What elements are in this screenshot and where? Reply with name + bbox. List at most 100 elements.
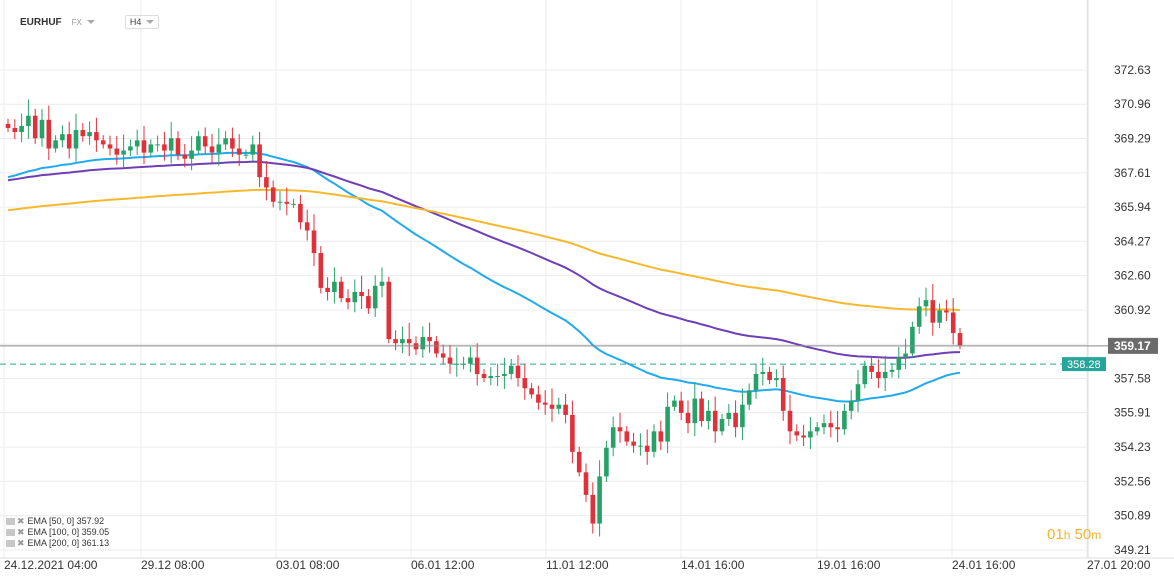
candle (196, 131, 201, 155)
candle (760, 357, 766, 386)
candle (570, 400, 575, 464)
candle (556, 397, 562, 415)
candle (311, 214, 317, 266)
candle (590, 482, 596, 534)
chart-toolbar: EURHUF FX H4 (20, 12, 160, 32)
candle (862, 360, 868, 389)
candle (767, 366, 772, 385)
candle (597, 460, 602, 537)
settings-icon[interactable] (6, 540, 15, 547)
y-tick-label: 357.58 (1114, 371, 1151, 385)
candle (930, 283, 936, 336)
candle (406, 322, 412, 357)
candle (563, 394, 568, 424)
candle (107, 135, 113, 156)
candle (910, 321, 915, 358)
candle (794, 424, 800, 442)
candle (53, 135, 58, 153)
candle (94, 117, 99, 152)
candle (719, 413, 725, 436)
legend-label: EMA [100, 0] 359.05 (27, 527, 110, 537)
candle (19, 113, 24, 143)
close-icon[interactable]: ✖ (17, 538, 25, 548)
x-tick-label: 19.01 16:00 (817, 558, 881, 572)
candle (937, 303, 942, 329)
candle (345, 289, 351, 310)
candle (481, 368, 487, 383)
candle (121, 134, 126, 168)
candle (100, 135, 106, 149)
candle (821, 414, 827, 435)
candle (325, 277, 330, 301)
legend-item-ema200[interactable]: ✖ EMA [200, 0] 361.13 (6, 538, 109, 549)
y-tick-label: 370.96 (1114, 97, 1151, 111)
candle (32, 108, 38, 144)
timeframe-select[interactable]: H4 (124, 15, 160, 29)
candle (950, 298, 956, 345)
candle (624, 426, 630, 446)
candle (223, 131, 228, 150)
last-price-label: 359.17 (1108, 337, 1158, 354)
market-label: FX (71, 17, 82, 27)
candle (651, 424, 657, 458)
candle (896, 346, 902, 379)
gridlines (0, 0, 1088, 558)
candle (461, 356, 466, 370)
price-lines (0, 345, 1108, 365)
candle (304, 209, 310, 241)
candle (644, 429, 650, 465)
close-icon[interactable]: ✖ (17, 527, 25, 537)
y-tick-label: 355.91 (1114, 406, 1151, 420)
candle (352, 279, 358, 313)
candle (814, 422, 820, 436)
y-tick-label: 352.56 (1114, 474, 1151, 488)
candle (175, 131, 181, 161)
candle (889, 362, 895, 378)
symbol-dropdown-icon[interactable] (86, 20, 95, 24)
candle (454, 347, 460, 377)
settings-icon[interactable] (6, 518, 15, 525)
y-tick-label: 360.92 (1114, 303, 1151, 317)
ema50-line (7, 151, 961, 403)
candle (876, 359, 881, 389)
candle (440, 344, 446, 365)
candle (73, 113, 79, 162)
candle (12, 119, 18, 140)
candle (787, 394, 793, 445)
candle (148, 139, 154, 157)
legend-item-ema100[interactable]: ✖ EMA [100, 0] 359.05 (6, 527, 109, 538)
candle (944, 299, 949, 321)
y-tick-label: 349.21 (1114, 543, 1151, 557)
candle (236, 134, 242, 167)
x-tick-label: 11.01 12:00 (546, 558, 609, 572)
candle (488, 367, 494, 386)
candle (576, 446, 582, 477)
settings-icon[interactable] (6, 529, 15, 536)
y-tick-label: 362.60 (1114, 269, 1151, 283)
candle (168, 122, 174, 164)
y-axis-ticks: 372.63 370.96 369.29 367.61 365.94 364.27 362.… (1114, 63, 1151, 557)
candle (522, 363, 528, 400)
y-tick-label: 364.27 (1114, 234, 1151, 248)
candle (66, 121, 72, 159)
candle (216, 128, 222, 166)
candle (712, 396, 718, 443)
candle (162, 131, 167, 161)
legend-item-ema50[interactable]: ✖ EMA [50, 0] 357.92 (6, 516, 109, 527)
close-icon[interactable]: ✖ (17, 516, 25, 526)
candle (46, 105, 52, 160)
symbol-label: EURHUF (20, 16, 62, 28)
candle (502, 357, 507, 389)
candle (386, 276, 392, 344)
candle (610, 416, 616, 457)
candle (250, 135, 256, 162)
candle (338, 276, 344, 303)
candle (882, 355, 888, 392)
candle (706, 400, 711, 430)
candle (855, 369, 861, 413)
y-tick-label: 365.94 (1114, 200, 1151, 214)
candle (869, 356, 874, 379)
candle (923, 287, 929, 317)
candle (332, 267, 337, 304)
